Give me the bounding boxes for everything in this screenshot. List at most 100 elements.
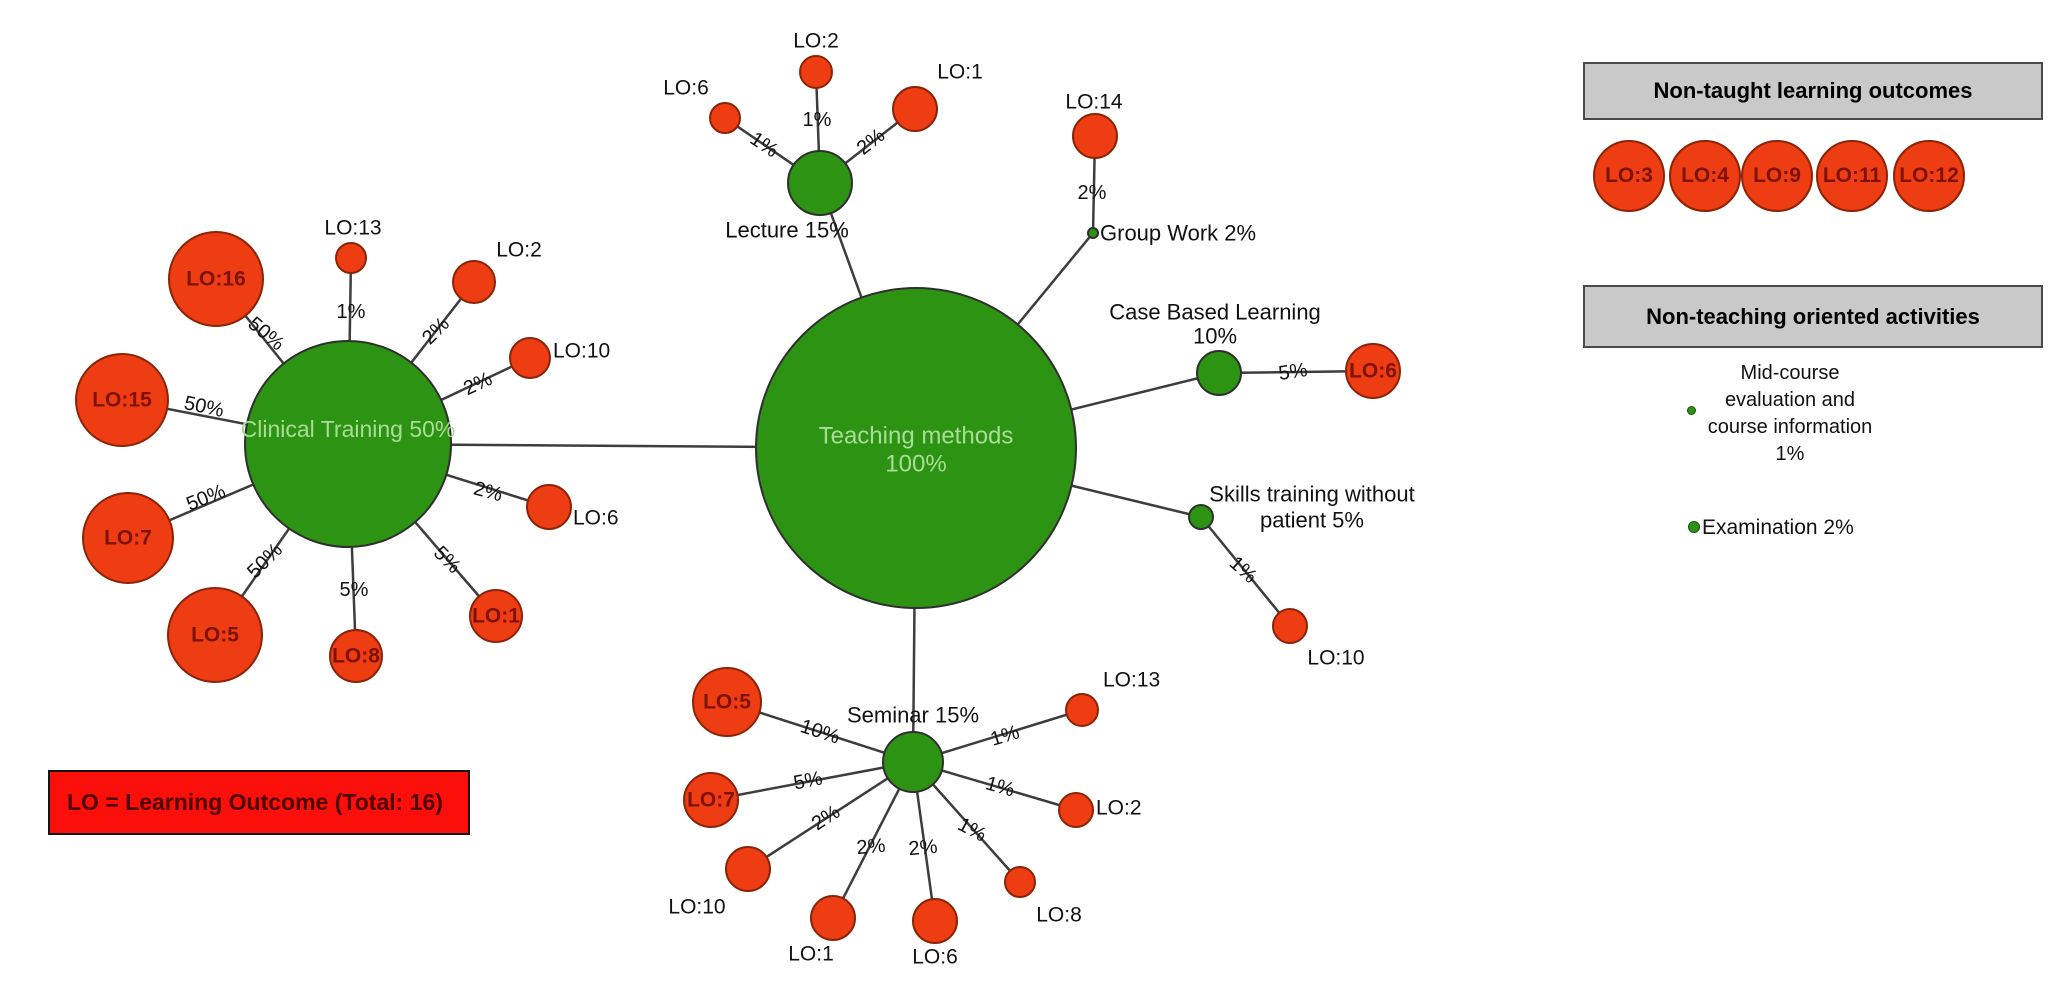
label-sk_lo10: LO:10 [1307,647,1364,670]
panel-non-taught-header: Non-taught learning outcomes [1583,62,2043,120]
label-lec_lo6: LO:6 [663,77,709,100]
label-cl_lo13: LO:13 [324,217,381,240]
node-sem_lo10 [725,846,771,892]
node-sk_lo10 [1272,608,1308,644]
edge-seminar-sem_lo10 [747,760,914,871]
label-teaching-line2: 100% [885,451,946,478]
node-teaching [755,287,1077,609]
node-cl_lo5 [167,587,263,683]
label-clinical: Clinical Training 50% [241,416,456,442]
activity-examination-label: Examination 2% [1702,516,1854,539]
non-taught-outcome-lo-4: LO:4 [1669,140,1741,212]
node-sem_lo7 [683,772,739,828]
edge-label-cbl-cbl_lo6: 5% [1277,359,1309,385]
node-cbl_lo6 [1345,343,1401,399]
label-lec_lo1: LO:1 [937,61,983,84]
label-teaching-line1: Teaching methods [819,423,1014,450]
node-cl_lo13 [335,242,367,274]
edge-label-clinical-cl_lo13: 1% [337,301,366,323]
edge-label-seminar-sem_lo13: 1% [988,721,1022,751]
label-cl_lo6: LO:6 [573,507,619,530]
edge-label-clinical-cl_lo16: 50% [244,313,289,356]
label-lec_lo2: LO:2 [793,30,839,53]
label-lecture: Lecture 15% [725,218,849,243]
panel-non-teaching-title: Non-teaching oriented activities [1646,303,1980,329]
panel-non-taught-title: Non-taught learning outcomes [1653,78,1973,103]
label-gw_lo14: LO:14 [1065,91,1123,114]
label-cl_lo10: LO:10 [553,340,610,363]
label-skills-line2: patient 5% [1260,508,1364,533]
edge-label-clinical-cl_lo6: 2% [471,478,505,507]
legend-box: LO = Learning Outcome (Total: 16) [48,770,470,835]
non-taught-outcome-lo-12: LO:12 [1893,140,1965,212]
node-lec_lo6 [709,102,741,134]
node-gw_lo14 [1072,113,1118,159]
node-cl_lo16 [168,231,264,327]
edge-label-clinical-cl_lo10: 2% [460,368,496,400]
node-lecture [787,150,853,216]
non-taught-outcome-lo-11: LO:11 [1816,140,1888,212]
label-sem_lo2: LO:2 [1096,797,1142,820]
label-cl_lo8: LO:8 [332,645,380,668]
label-sem_lo8: LO:8 [1036,904,1082,927]
label-cl_lo16: LO:16 [186,268,246,291]
node-seminar [882,731,944,793]
non-taught-outcomes: LO:3 LO:4 LO:9 LO:11 LO:12 [1593,140,1973,212]
legend-label: LO = Learning Outcome (Total: 16) [67,789,443,815]
node-cbl [1196,350,1242,396]
activity-midcourse-line: 1% [1775,443,1805,465]
node-cl_lo7 [82,492,174,584]
label-sem_lo1: LO:1 [788,943,834,966]
label-cl_lo1: LO:1 [472,605,520,628]
examination-node-dot [1688,521,1700,533]
label-cbl-line1: Case Based Learning [1109,300,1321,325]
label-cl_lo2: LO:2 [496,239,542,262]
node-cl_lo10 [509,337,551,379]
label-seminar: Seminar 15% [847,703,979,728]
node-clinical [244,340,452,548]
edge-label-clinical-cl_lo15: 50% [182,392,226,422]
edge-label-lecture-lec_lo2: 1% [803,109,832,131]
edge-label-seminar-sem_lo1: 2% [856,835,887,859]
node-sem_lo8 [1004,866,1036,898]
edge-label-seminar-sem_lo2: 1% [983,772,1017,801]
edge-label-lecture-lec_lo6: 1% [746,128,782,163]
node-cl_lo1 [469,589,523,643]
edge-label-clinical-cl_lo8: 5% [340,579,369,601]
edge-label-seminar-sem_lo6: 2% [908,836,939,860]
edge-seminar-sem_lo7 [710,760,914,802]
node-sem_lo6 [912,898,958,944]
label-sem_lo10: LO:10 [668,896,725,919]
node-cl_lo6 [526,484,572,530]
activity-midcourse-line: course information [1707,416,1873,438]
edge-label-groupwork-gw_lo14: 2% [1078,182,1107,204]
node-skills [1188,504,1214,530]
label-sem_lo13: LO:13 [1103,669,1160,692]
label-skills-line1: Skills training without [1209,482,1414,507]
edge-label-seminar-sem_lo5: 10% [798,715,843,748]
node-sem_lo5 [692,667,762,737]
activity-midcourse-line: evaluation and [1724,389,1856,411]
activity-midcourse-label: Mid-course evaluation and course informa… [1660,360,1920,468]
edge-label-seminar-sem_lo10: 2% [808,801,844,835]
label-cl_lo15: LO:15 [92,389,152,412]
node-groupwork [1087,227,1099,239]
edge-skills-sk_lo10 [1200,516,1291,627]
non-taught-outcome-lo-9: LO:9 [1741,140,1813,212]
non-taught-outcome-lo-3: LO:3 [1593,140,1665,212]
node-cl_lo2 [452,260,496,304]
node-lec_lo2 [799,55,833,89]
edge-label-clinical-cl_lo2: 2% [418,313,454,349]
panel-non-teaching-header: Non-teaching oriented activities [1583,285,2043,348]
activity-midcourse-line: Mid-course [1740,362,1840,384]
node-cl_lo8 [329,629,383,683]
label-sem_lo6: LO:6 [912,946,958,969]
edge-label-seminar-sem_lo7: 5% [792,767,825,794]
midcourse-node-dot [1687,406,1696,415]
node-lec_lo1 [892,86,938,132]
label-sem_lo5: LO:5 [703,691,751,714]
label-cbl_lo6: LO:6 [1349,360,1397,383]
label-cl_lo5: LO:5 [191,624,239,647]
